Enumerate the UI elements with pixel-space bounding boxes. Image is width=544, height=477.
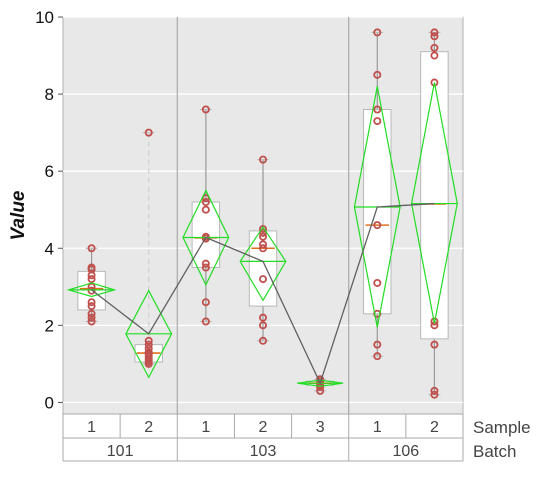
data-point (373, 340, 382, 349)
mean-diamond (66, 282, 117, 298)
data-point (430, 317, 439, 326)
data-point (258, 232, 267, 241)
data-point (373, 105, 382, 114)
data-point (430, 340, 439, 349)
group-label-table: 1 2 1 2 3 1 2 101 103 106 (62, 413, 464, 462)
data-point (316, 386, 325, 395)
data-point (87, 309, 96, 318)
data-point (373, 70, 382, 79)
sample-label: 3 (316, 419, 325, 436)
data-point (258, 336, 267, 345)
sample-label: 1 (87, 419, 96, 436)
data-point (373, 221, 382, 230)
batch-label: 101 (107, 443, 134, 460)
data-point (201, 198, 210, 207)
data-point (201, 298, 210, 307)
mean-diamond (125, 289, 173, 379)
gridlines (63, 16, 463, 404)
data-point (87, 317, 96, 326)
mean-diamond (410, 82, 458, 324)
data-point (87, 298, 96, 307)
sample-label: 1 (373, 419, 382, 436)
data-point (258, 155, 267, 164)
box (420, 51, 449, 340)
y-tick-label: 0 (45, 393, 54, 412)
batch-label: 106 (393, 443, 420, 460)
sample-label: 1 (201, 419, 210, 436)
data-point (258, 244, 267, 253)
data-point (373, 278, 382, 287)
sample-label: 2 (259, 419, 268, 436)
y-axis: 0 2 4 6 8 10 (35, 8, 63, 412)
series-group-101-2 (125, 128, 173, 379)
mean-diamond (297, 379, 344, 387)
series-layer (66, 28, 458, 399)
series-group-103-1 (182, 105, 230, 326)
data-point (430, 386, 439, 395)
data-point (430, 51, 439, 60)
sample-label: 2 (430, 419, 439, 436)
series-group-101-1 (66, 244, 117, 326)
sample-label: 2 (144, 419, 153, 436)
data-point (201, 205, 210, 214)
box (248, 230, 278, 307)
series-group-103-2 (239, 155, 287, 345)
batch-label: 103 (250, 443, 277, 460)
data-point (258, 240, 267, 249)
y-tick-label: 10 (35, 8, 54, 27)
data-point (87, 302, 96, 311)
data-point (373, 352, 382, 361)
data-point (144, 336, 153, 345)
data-point (258, 228, 267, 237)
sample-row-title: Sample (473, 418, 531, 437)
data-point (430, 390, 439, 399)
data-point (144, 359, 153, 368)
data-point (87, 275, 96, 284)
data-point (87, 286, 96, 295)
mean-diamond (239, 225, 287, 302)
data-point (201, 263, 210, 272)
data-point (373, 117, 382, 126)
data-point (201, 105, 210, 114)
data-point (258, 313, 267, 322)
group-means-connector (91, 202, 435, 385)
batch-separators (176, 17, 350, 414)
data-point (258, 321, 267, 330)
series-group-106-1 (353, 28, 401, 361)
data-point (430, 43, 439, 52)
batch-row-title: Batch (473, 442, 516, 461)
mean-diamond (353, 86, 401, 328)
data-point (87, 271, 96, 280)
y-tick-label: 8 (45, 85, 54, 104)
data-point (258, 275, 267, 284)
y-tick-label: 6 (45, 162, 54, 181)
data-point (201, 317, 210, 326)
data-point (144, 340, 153, 349)
data-point (201, 259, 210, 268)
data-point (258, 224, 267, 233)
data-point (87, 244, 96, 253)
y-axis-title: Value (8, 190, 29, 240)
y-tick-label: 4 (45, 239, 54, 258)
data-point (430, 32, 439, 41)
y-tick-label: 2 (45, 316, 54, 335)
series-group-106-2 (410, 28, 458, 399)
data-point (430, 28, 439, 37)
data-point (373, 28, 382, 37)
mean-diamond (182, 189, 230, 287)
data-point (144, 128, 153, 137)
data-point (87, 313, 96, 322)
